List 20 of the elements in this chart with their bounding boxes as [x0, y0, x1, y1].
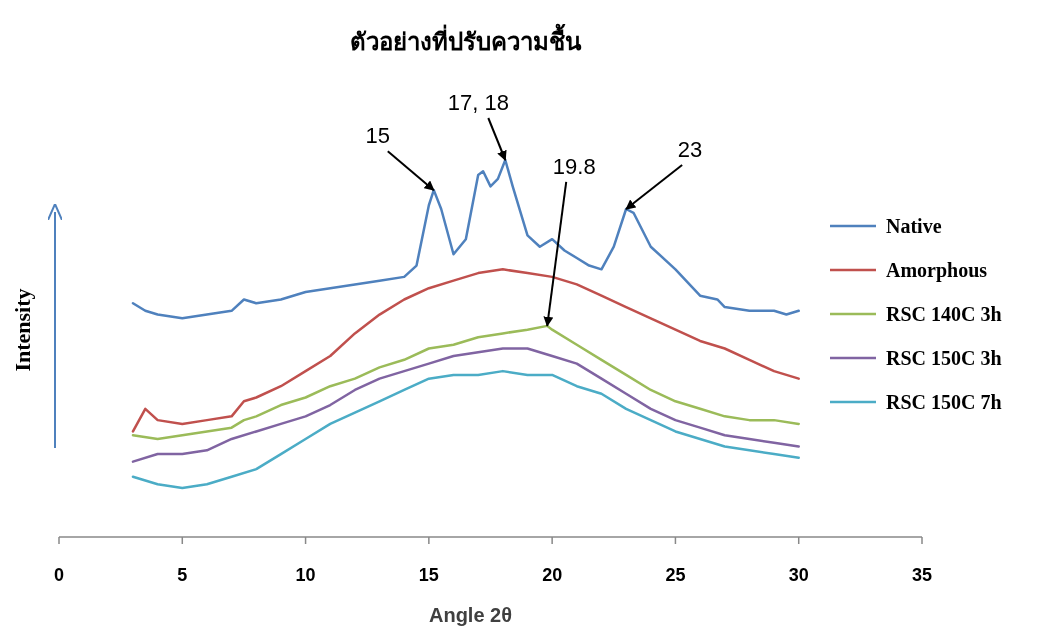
annotation: 19.8 [552, 153, 596, 179]
x-tick-label: 5 [177, 565, 188, 585]
annotation: 17, 18 [447, 90, 509, 115]
legend-label: RSC 150C 7h [886, 391, 1002, 413]
chart-title: ตัวอย่างที่ปรับความชื้น [349, 23, 582, 55]
legend-label: Native [886, 215, 942, 237]
x-axis-title: Angle 2θ [428, 604, 513, 626]
legend-label: RSC 150C 3h [886, 347, 1002, 369]
x-tick-label: 30 [788, 565, 809, 585]
x-tick-label: 10 [295, 565, 316, 585]
legend-label: RSC 140C 3h [886, 303, 1002, 325]
x-tick-label: 0 [53, 565, 65, 585]
x-tick-label: 35 [911, 565, 933, 585]
x-tick-label: 20 [542, 565, 563, 585]
y-axis-title: Intensity [10, 288, 35, 372]
annotation: 15 [365, 123, 391, 149]
legend-label: Amorphous [886, 259, 988, 282]
x-tick-label: 15 [418, 565, 439, 585]
x-tick-label: 25 [665, 565, 686, 585]
annotation: 23 [677, 137, 703, 163]
